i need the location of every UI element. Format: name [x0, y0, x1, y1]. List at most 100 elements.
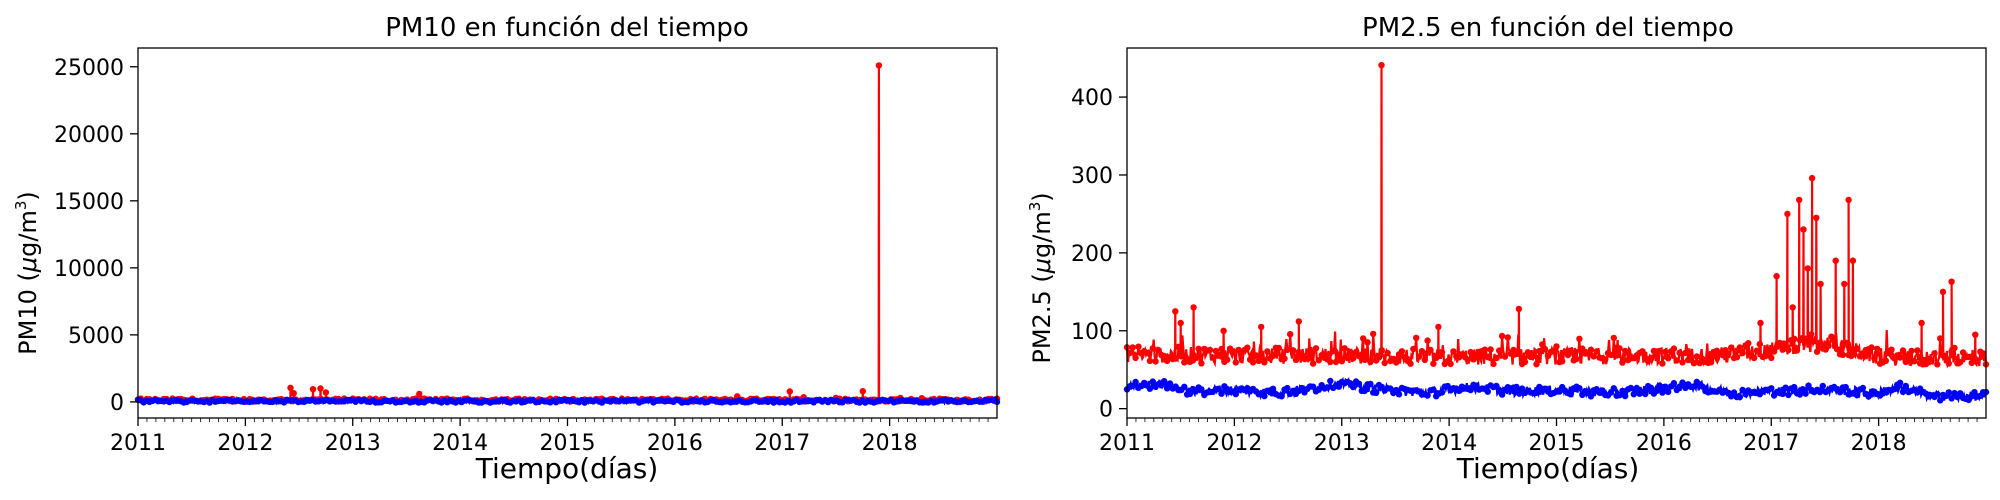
data-point — [1192, 354, 1199, 361]
data-point — [1979, 350, 1987, 357]
data-point — [1284, 384, 1291, 392]
data-point — [1264, 348, 1271, 355]
data-point — [1258, 323, 1265, 331]
data-point — [1175, 343, 1182, 350]
data-point — [1931, 350, 1938, 357]
data-point — [1576, 335, 1583, 342]
data-point — [1785, 346, 1792, 354]
data-point — [1224, 356, 1231, 363]
data-point — [1181, 383, 1188, 390]
data-point — [1378, 347, 1386, 354]
data-point — [416, 390, 423, 398]
data-point — [1152, 358, 1159, 365]
data-point — [1541, 345, 1549, 353]
data-point — [1670, 345, 1678, 352]
data-point — [1424, 392, 1431, 399]
data-point — [1484, 353, 1492, 361]
data-point — [1968, 359, 1975, 367]
y-tick-label: 25000 — [54, 56, 124, 81]
data-point — [1951, 344, 1958, 352]
series-markers-red — [134, 62, 1001, 405]
data-point — [1567, 391, 1575, 398]
y-tick-label: 20000 — [54, 123, 124, 148]
data-point — [1770, 348, 1778, 355]
data-point — [317, 385, 324, 392]
data-point — [1361, 387, 1368, 395]
data-point — [1539, 341, 1546, 348]
data-point — [1355, 380, 1363, 387]
data-point — [1553, 343, 1560, 350]
data-point — [1832, 257, 1839, 264]
y-tick-label: 100 — [1071, 320, 1113, 345]
x-tick-label: 2018 — [862, 431, 918, 456]
chart-pm10: PM10 en función del tiempo PM10 (μg/m3) … — [12, 13, 1001, 485]
data-point — [1849, 257, 1857, 264]
data-point — [1504, 334, 1512, 341]
x-tick-label: 2013 — [325, 431, 381, 456]
data-point — [1195, 345, 1202, 352]
data-point — [1307, 354, 1314, 362]
data-point — [1467, 386, 1474, 394]
data-point — [1395, 391, 1403, 398]
x-tick-label: 2013 — [1314, 431, 1370, 456]
data-point — [1418, 348, 1426, 355]
data-point — [1793, 347, 1801, 354]
y-tick-label: 300 — [1071, 164, 1113, 189]
x-tick-label: 2017 — [754, 431, 810, 456]
data-point — [1745, 340, 1752, 347]
data-point — [859, 388, 866, 395]
x-tick-label: 2015 — [1529, 431, 1585, 456]
data-point — [1364, 339, 1371, 346]
data-point — [1957, 390, 1964, 397]
x-tick-label: 2014 — [1421, 431, 1477, 456]
data-point — [1232, 359, 1240, 366]
data-point — [1782, 384, 1789, 391]
data-point — [1937, 397, 1944, 404]
data-point — [1733, 354, 1741, 361]
data-point — [1789, 304, 1796, 311]
data-point — [1896, 379, 1904, 386]
data-point — [1177, 319, 1184, 327]
data-point — [1619, 359, 1626, 366]
data-point — [1487, 346, 1494, 353]
data-point — [1765, 347, 1772, 354]
data-point — [1785, 391, 1792, 399]
data-point — [1347, 348, 1354, 356]
data-point — [1261, 392, 1268, 400]
data-point — [1816, 339, 1824, 346]
data-point — [1656, 347, 1663, 355]
data-point — [1868, 344, 1875, 351]
data-point — [1579, 345, 1586, 352]
data-point — [1358, 351, 1366, 358]
data-point — [1902, 358, 1910, 365]
data-point — [1831, 337, 1838, 345]
series-markers-blue — [1123, 377, 1990, 404]
data-point — [1149, 345, 1157, 352]
data-point — [786, 388, 793, 395]
data-point — [1178, 353, 1185, 360]
data-point — [1728, 344, 1735, 351]
data-point — [1218, 390, 1225, 397]
data-point — [1888, 346, 1895, 353]
data-point — [1779, 390, 1786, 398]
data-point — [1633, 384, 1640, 392]
data-point — [1521, 358, 1529, 366]
data-point — [1753, 347, 1761, 354]
data-point — [1587, 346, 1595, 353]
data-point — [1261, 359, 1268, 366]
data-point — [1163, 385, 1171, 392]
data-point — [1693, 353, 1701, 360]
data-point — [1370, 330, 1377, 338]
data-point — [1464, 356, 1471, 363]
data-point — [1407, 360, 1414, 367]
data-point — [1206, 346, 1214, 354]
data-point — [1309, 360, 1317, 367]
data-point — [1707, 359, 1715, 366]
data-point — [1161, 378, 1168, 385]
data-point — [1330, 347, 1337, 355]
data-point — [1132, 354, 1139, 362]
data-point — [1215, 385, 1222, 392]
data-point — [1220, 327, 1227, 334]
data-point — [1410, 345, 1417, 353]
data-point — [1350, 383, 1357, 391]
